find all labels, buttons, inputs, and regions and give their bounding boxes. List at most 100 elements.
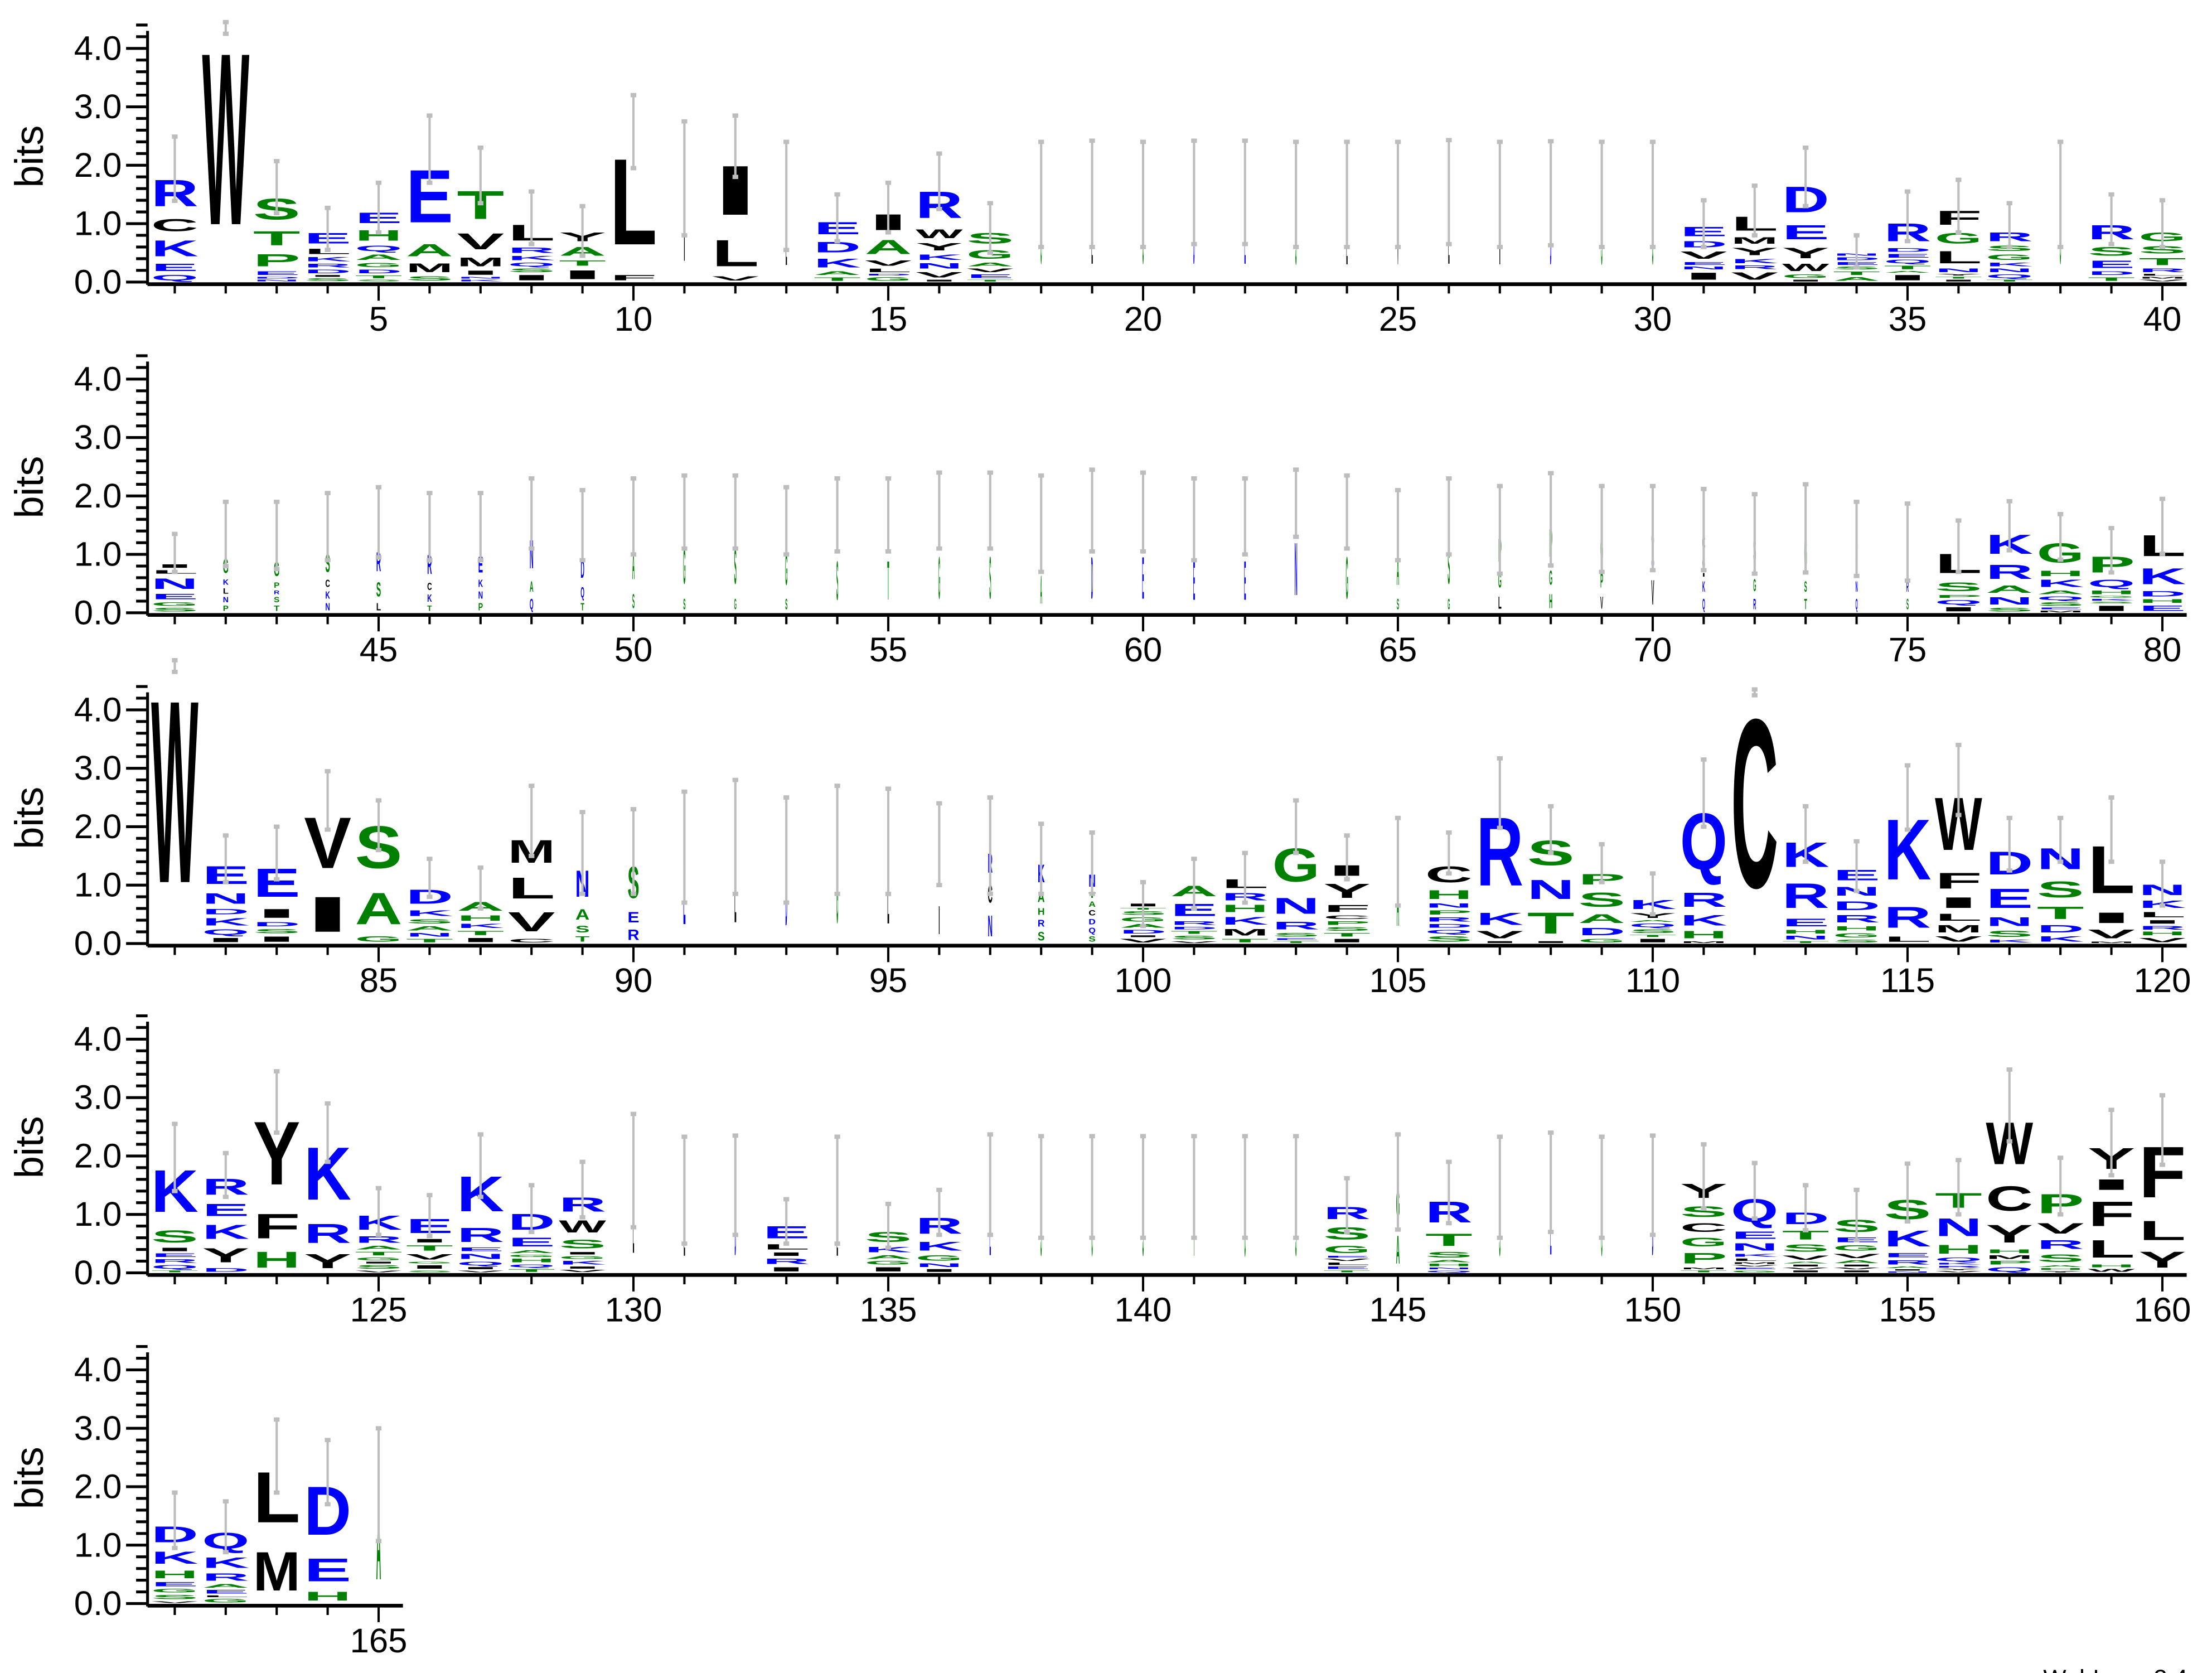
error-bar	[427, 1193, 433, 1239]
error-bar-cap	[732, 777, 738, 782]
error-bar-cap	[529, 784, 535, 788]
x-tick-label: 135	[860, 1291, 917, 1329]
error-bar-cap	[630, 166, 637, 171]
logo-letter: Q	[355, 244, 403, 253]
logo-letter: Q	[530, 596, 534, 613]
logo-letter: W	[202, 2, 250, 277]
logo-letter: E	[1272, 938, 1320, 941]
error-bar	[579, 204, 585, 258]
logo-letter: L	[2139, 273, 2186, 276]
error-bar	[2058, 511, 2064, 562]
logo-letter: S	[1804, 578, 1807, 596]
logo-letter: S	[683, 597, 685, 613]
error-bar-cap	[2058, 557, 2064, 562]
logo-letter: A	[966, 262, 1014, 267]
error-bar-cap	[1191, 558, 1197, 563]
logo-letter: G	[1986, 253, 2033, 262]
x-tick-label: 155	[1879, 1291, 1937, 1329]
logo-letter: R	[763, 1257, 810, 1265]
error-bar	[681, 789, 688, 905]
logo-column: S	[836, 550, 838, 612]
y-axis-label: bits	[7, 787, 52, 849]
logo-letter: L	[223, 587, 229, 596]
error-bar	[1599, 139, 1605, 249]
logo-letter: Q	[1986, 1266, 2033, 1273]
logo-letter: E	[151, 1253, 199, 1258]
error-bar-cap	[427, 558, 433, 563]
logo-letter: V	[1323, 1258, 1371, 1261]
logo-letter: V	[1833, 1253, 1880, 1259]
error-bar	[2006, 1067, 2012, 1144]
error-bar-cap	[1140, 1134, 1146, 1139]
error-bar-cap	[579, 810, 585, 815]
error-bar-cap	[529, 189, 535, 194]
error-bar	[834, 784, 840, 896]
logo-letter: H	[151, 1568, 199, 1580]
logo-letter: T	[355, 274, 403, 279]
error-bar-cap	[2108, 1173, 2114, 1178]
logo-letter: E	[151, 262, 199, 273]
error-bar-cap	[2058, 815, 2064, 820]
error-bar	[834, 476, 840, 554]
error-bar-cap	[1904, 578, 1911, 583]
logo-letter: V	[2088, 927, 2135, 941]
logo-letter: S	[1782, 1242, 1829, 1254]
x-tick-label: 70	[1634, 631, 1672, 669]
logo-letter: A	[575, 906, 590, 923]
logo-letter: T	[2088, 276, 2135, 282]
error-bar	[681, 473, 688, 551]
logo-letter: H	[253, 1248, 301, 1273]
logo-letter: G	[1498, 570, 1502, 592]
logo-letter: I	[457, 1266, 504, 1270]
error-bar-cap	[1751, 233, 1758, 238]
error-bar-cap	[1140, 245, 1146, 249]
error-bar-cap	[325, 769, 331, 773]
logo-letter: K	[1935, 1263, 1982, 1265]
y-tick-label: 1.0	[74, 866, 122, 905]
error-bar-cap	[325, 248, 331, 253]
error-bar-cap	[1293, 850, 1299, 855]
logo-column: KNIMVT	[457, 182, 504, 282]
logo-letter: N	[457, 276, 504, 279]
y-tick-label: 0.0	[74, 263, 122, 301]
x-tick-label: 165	[350, 1622, 408, 1660]
x-tick-label: 130	[605, 1291, 662, 1329]
error-bar	[1140, 1134, 1146, 1240]
error-bar	[529, 189, 535, 246]
error-bar-cap	[222, 564, 229, 568]
logo-letter: S	[1986, 607, 2033, 613]
logo-letter: M	[1935, 923, 1982, 935]
error-bar-cap	[1701, 1206, 1707, 1211]
error-bar	[1089, 138, 1095, 249]
x-tick-label: 5	[369, 300, 388, 339]
logo-letter: N	[1272, 893, 1320, 918]
logo-column: SG	[785, 544, 787, 613]
x-tick-label: 100	[1115, 961, 1172, 1000]
logo-letter: R	[304, 1218, 351, 1249]
logo-letter: G	[938, 545, 940, 612]
logo-letter: L	[1731, 1258, 1778, 1261]
error-bar	[1956, 742, 1962, 818]
error-bar	[1904, 189, 1911, 244]
logo-letter: N	[1986, 268, 2033, 273]
logo-letter: Q	[1629, 922, 1677, 928]
logo-letter: I	[508, 273, 555, 282]
logo-letter: T	[1935, 276, 1982, 279]
error-bar	[1395, 1132, 1401, 1232]
logo-letter: E	[627, 910, 639, 926]
logo-letter: E	[1142, 545, 1144, 612]
logo-letter: I	[1884, 1269, 1932, 1271]
error-bar	[2159, 859, 2166, 908]
error-bar	[1853, 233, 1860, 270]
error-bar	[732, 777, 738, 896]
logo-letter: S	[1629, 929, 1677, 934]
y-tick-label: 0.0	[74, 593, 122, 632]
error-bar	[1803, 1183, 1809, 1232]
logo-letter: S	[1038, 929, 1045, 944]
error-bar-cap	[1293, 467, 1299, 472]
error-bar-cap	[1548, 804, 1554, 809]
error-bar-cap	[2006, 201, 2012, 206]
error-bar-cap	[477, 1132, 483, 1137]
error-bar-cap	[834, 476, 840, 481]
